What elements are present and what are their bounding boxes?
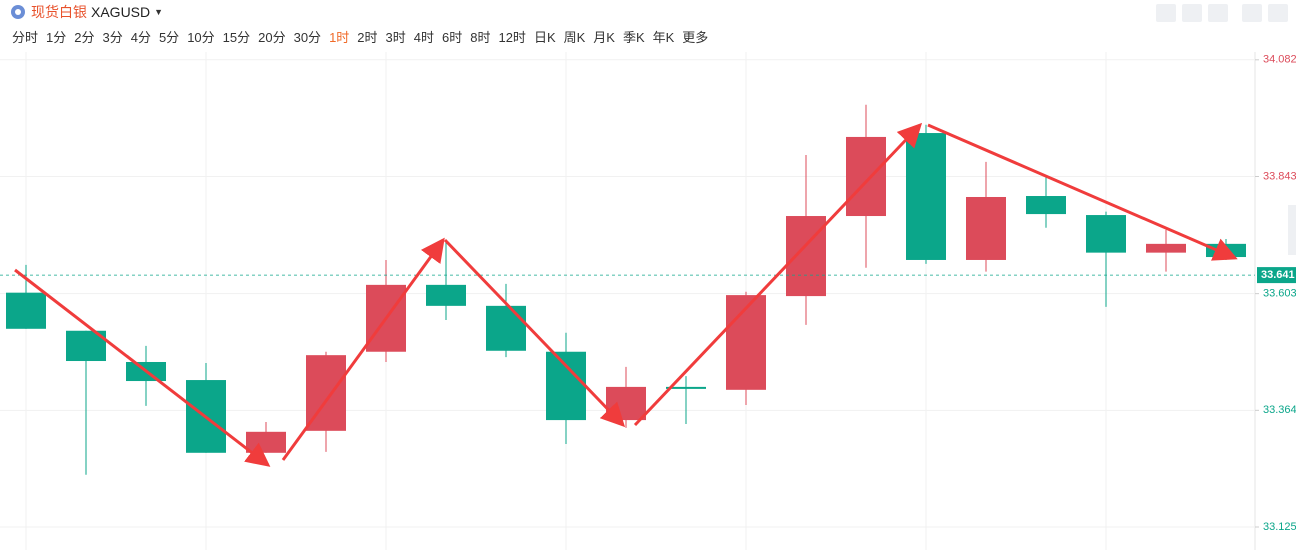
arrow [927,123,1238,261]
symbol-code[interactable]: XAGUSD [91,4,151,20]
last-price-label: 33.641 [1261,269,1295,281]
tool-button[interactable] [1156,4,1176,22]
timeframe-tab[interactable]: 15分 [222,30,251,45]
side-handle[interactable] [1288,205,1296,255]
timeframe-tab[interactable]: 1分 [46,30,67,45]
timeframe-tab[interactable]: 1时 [329,30,350,45]
candle-body [666,386,706,389]
toolbar [1156,4,1288,22]
timeframe-tab[interactable]: 月K [593,30,615,45]
timeframe-tab[interactable]: 更多 [682,30,709,45]
tool-button[interactable] [1242,4,1262,22]
candle-body [906,133,946,260]
y-tick-label: 33.125 [1263,521,1296,533]
y-tick-label: 33.364 [1263,404,1296,416]
candle-body [246,431,286,453]
candle-body [1146,243,1186,253]
timeframe-tab[interactable]: 20分 [258,30,286,45]
candle-body [846,136,886,217]
timeframe-tab[interactable]: 10分 [187,30,215,45]
y-tick-label: 33.843 [1263,170,1296,182]
timeframe-tab[interactable]: 4分 [130,30,151,45]
timeframe-tab[interactable]: 2分 [74,30,95,45]
candle-body [546,351,586,421]
candle-body [726,295,766,390]
arrow [443,238,626,428]
tool-button[interactable] [1268,4,1288,22]
candle-body [1026,196,1066,215]
candle-body [966,196,1006,260]
timeframe-tab[interactable]: 周K [563,30,586,45]
candle-body [786,216,826,297]
arrow [633,122,923,427]
timeframe-tab[interactable]: 12时 [498,30,526,45]
timeframe-tab[interactable]: 分时 [12,30,39,45]
timeframe-tab[interactable]: 季K [622,30,645,45]
timeframe-tab[interactable]: 年K [652,30,675,45]
timeframe-tab[interactable]: 8时 [470,30,491,45]
y-tick-label: 34.082 [1263,54,1296,66]
timeframe-tab[interactable]: 6时 [442,30,463,45]
timeframe-tab[interactable]: 30分 [293,30,322,45]
candle-body [1086,215,1126,253]
y-tick-label: 33.603 [1263,288,1296,300]
symbol-icon [11,5,25,19]
arrow [281,237,445,461]
timeframe-tab[interactable]: 日K [533,30,556,45]
timeframe-tab[interactable]: 3时 [385,30,406,45]
tool-button[interactable] [1182,4,1202,22]
candle-body [6,292,46,329]
candle-body [486,305,526,351]
last-price-box [1257,267,1296,284]
candle-body [426,284,466,306]
timeframe-tab[interactable]: 5分 [158,30,180,45]
timeframe-tab[interactable]: 4时 [413,30,434,45]
symbol-name[interactable]: 现货白银 [31,4,87,20]
timeframe-tabs: 分时 1分 2分 3分 4分 5分 10分 15分 20分 30分 1时 2时 3时 4时 6时 8时 12时日… [12,27,708,46]
trend-arrows [14,122,1238,467]
header: 现货白银 XAGUSD ▼ [10,3,163,21]
dropdown-caret[interactable]: ▼ [154,7,164,17]
arrow [14,268,271,467]
timeframe-tab[interactable]: 2时 [357,30,378,45]
tool-button[interactable] [1208,4,1228,22]
timeframe-tab[interactable]: 3分 [102,30,123,45]
